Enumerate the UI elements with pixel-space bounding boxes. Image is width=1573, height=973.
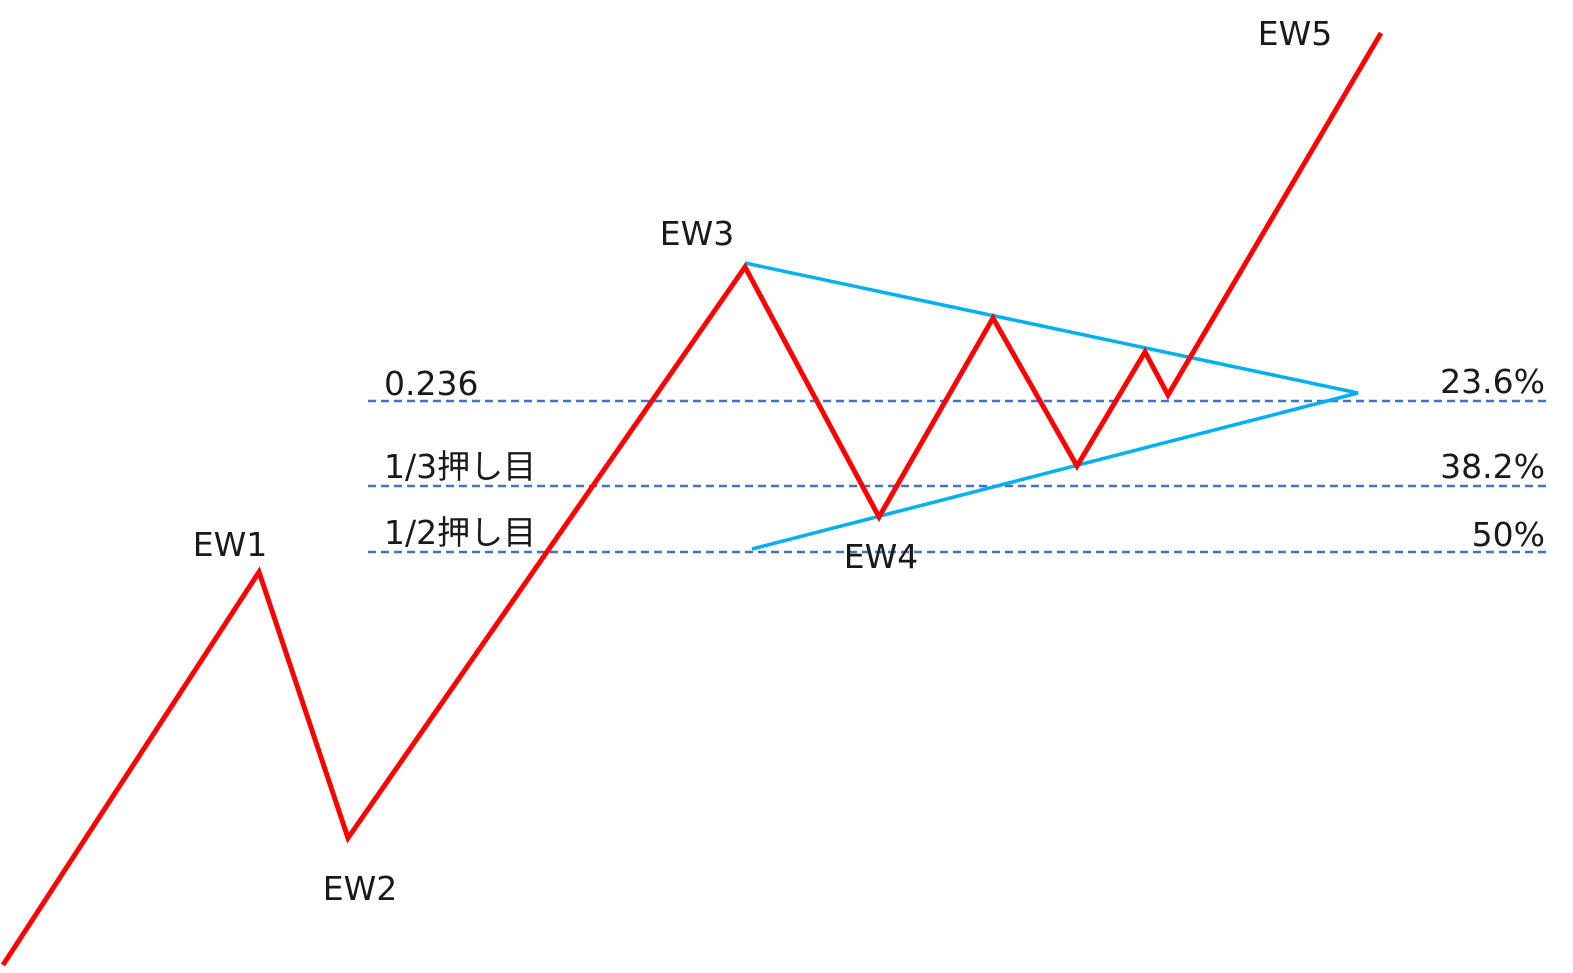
triangle-upper-line xyxy=(744,261,1359,395)
level-left-label-0236: 0.236 xyxy=(384,364,478,403)
level-left-label-half: 1/2押し目 xyxy=(384,513,536,552)
level-left-label-one-third: 1/3押し目 xyxy=(384,447,536,486)
wave-price-line xyxy=(0,31,1384,967)
wave-label-ew2: EW2 xyxy=(323,869,397,908)
wave-label-ew5: EW5 xyxy=(1258,14,1332,53)
level-right-label-50: 50% xyxy=(1472,515,1545,554)
wave-label-ew3: EW3 xyxy=(660,214,734,253)
wave-label-ew4: EW4 xyxy=(844,537,918,576)
wave-label-ew1: EW1 xyxy=(193,525,267,564)
triangle-lower-line xyxy=(751,391,1359,551)
level-right-label-382: 38.2% xyxy=(1440,447,1545,486)
level-right-label-236: 23.6% xyxy=(1440,362,1545,401)
